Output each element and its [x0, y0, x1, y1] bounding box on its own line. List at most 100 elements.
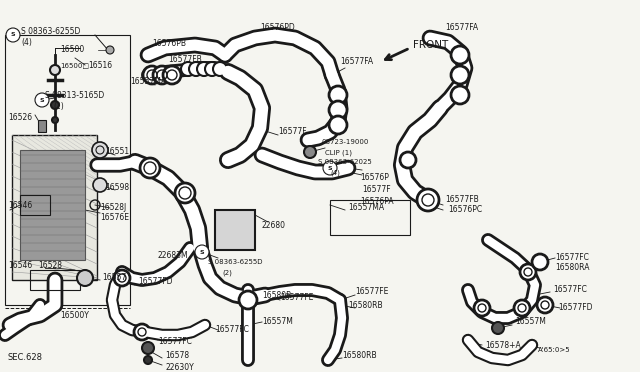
Bar: [215, 210, 255, 250]
Bar: [20, 195, 50, 215]
Circle shape: [52, 117, 58, 123]
Circle shape: [329, 116, 347, 134]
Text: 16598: 16598: [105, 183, 129, 192]
Text: 16580R: 16580R: [262, 291, 291, 299]
Text: CLIP (1): CLIP (1): [325, 150, 352, 156]
Text: 16577FC: 16577FC: [215, 326, 249, 334]
Circle shape: [323, 161, 337, 175]
Circle shape: [451, 86, 469, 104]
Circle shape: [213, 62, 227, 76]
Circle shape: [520, 264, 536, 280]
Text: 16576P: 16576P: [360, 173, 389, 183]
Circle shape: [417, 189, 439, 211]
Circle shape: [6, 28, 20, 42]
Circle shape: [77, 270, 93, 286]
Circle shape: [400, 152, 416, 168]
Text: 16576E: 16576E: [100, 214, 129, 222]
Text: 16577FE: 16577FE: [355, 288, 388, 296]
Text: 16577FD: 16577FD: [138, 278, 173, 286]
Circle shape: [51, 101, 59, 109]
Circle shape: [329, 86, 347, 104]
Text: FRONT: FRONT: [413, 40, 448, 50]
Text: 16576PD: 16576PD: [260, 23, 295, 32]
Text: 16516: 16516: [88, 61, 112, 70]
Text: 16578+A: 16578+A: [485, 340, 521, 350]
Text: 22630Y: 22630Y: [165, 362, 194, 372]
Bar: [30, 270, 80, 290]
Text: A'65:0>5: A'65:0>5: [538, 347, 571, 353]
Text: S 08363-6255D: S 08363-6255D: [208, 259, 262, 265]
Circle shape: [537, 297, 553, 313]
Text: 22680: 22680: [262, 221, 286, 230]
Circle shape: [35, 93, 49, 107]
Text: 16577FC: 16577FC: [555, 253, 589, 263]
Bar: [20, 150, 85, 260]
Circle shape: [239, 291, 257, 309]
Circle shape: [92, 142, 108, 158]
Text: (2): (2): [53, 103, 64, 112]
Circle shape: [329, 101, 347, 119]
Text: 16576PB: 16576PB: [152, 38, 186, 48]
Text: 16546: 16546: [8, 201, 32, 209]
Text: 16577FA: 16577FA: [445, 23, 478, 32]
Text: 16577FC: 16577FC: [158, 337, 192, 346]
Circle shape: [189, 62, 203, 76]
Text: 16577FE: 16577FE: [280, 294, 314, 302]
Text: 16577FD: 16577FD: [558, 304, 593, 312]
Text: 16577FB: 16577FB: [168, 55, 202, 64]
Circle shape: [93, 178, 107, 192]
Text: 16576PC: 16576PC: [448, 205, 482, 215]
Text: 16551: 16551: [105, 148, 129, 157]
Text: 16500: 16500: [60, 45, 84, 55]
Text: S: S: [200, 250, 204, 254]
Circle shape: [140, 158, 160, 178]
Circle shape: [50, 65, 60, 75]
Text: SEC.628: SEC.628: [8, 353, 43, 362]
Text: 16580RB: 16580RB: [348, 301, 383, 310]
Text: 22683M: 22683M: [158, 250, 189, 260]
Text: S 08313-5165D: S 08313-5165D: [45, 90, 104, 99]
Text: 16577FA: 16577FA: [340, 58, 373, 67]
Text: 16577F: 16577F: [278, 128, 307, 137]
Circle shape: [143, 66, 161, 84]
Bar: [330, 200, 410, 235]
Circle shape: [134, 324, 150, 340]
Text: 16500Y: 16500Y: [60, 311, 89, 320]
Text: 16557M: 16557M: [515, 317, 546, 327]
Text: S: S: [11, 32, 15, 38]
Circle shape: [106, 46, 114, 54]
Circle shape: [195, 245, 209, 259]
Text: (4): (4): [330, 170, 340, 176]
Text: S: S: [328, 166, 332, 170]
Text: 16526: 16526: [8, 113, 32, 122]
Text: 16557MA: 16557MA: [348, 203, 384, 212]
Circle shape: [492, 322, 504, 334]
Circle shape: [205, 62, 219, 76]
Text: S 08363-6255D: S 08363-6255D: [21, 28, 81, 36]
Circle shape: [163, 66, 181, 84]
Circle shape: [142, 342, 154, 354]
Text: S 08363-62025: S 08363-62025: [318, 159, 372, 165]
Text: 16500□: 16500□: [60, 62, 89, 68]
Text: 16577F: 16577F: [362, 186, 390, 195]
Circle shape: [197, 62, 211, 76]
Text: S: S: [40, 97, 44, 103]
Text: 16557M: 16557M: [262, 317, 293, 327]
Text: 16557MA: 16557MA: [130, 77, 166, 87]
Circle shape: [474, 300, 490, 316]
Circle shape: [144, 356, 152, 364]
Circle shape: [114, 270, 130, 286]
Text: 16528: 16528: [38, 260, 62, 269]
Text: 16577FB: 16577FB: [445, 196, 479, 205]
Text: 16576PA: 16576PA: [360, 198, 394, 206]
Text: 08723-19000: 08723-19000: [322, 139, 369, 145]
Bar: [12, 135, 97, 280]
Text: (2): (2): [222, 270, 232, 276]
Circle shape: [153, 66, 171, 84]
Text: 16577FC: 16577FC: [553, 285, 587, 295]
Text: 16557: 16557: [102, 273, 126, 282]
Circle shape: [532, 254, 548, 270]
Circle shape: [451, 46, 469, 64]
Bar: [5, 35, 130, 305]
Text: 16580RA: 16580RA: [555, 263, 589, 273]
